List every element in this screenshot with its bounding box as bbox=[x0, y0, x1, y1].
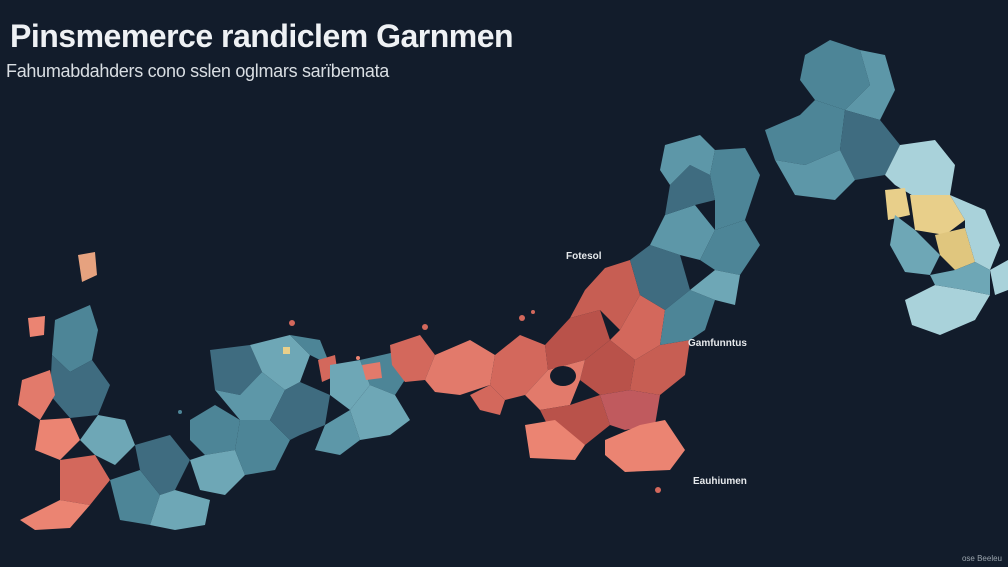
region-west-6[interactable] bbox=[60, 455, 110, 505]
region-cw-3[interactable] bbox=[210, 345, 262, 395]
region-fe-1[interactable] bbox=[800, 40, 870, 110]
region-cw-14[interactable] bbox=[362, 362, 382, 380]
region-group-northeast bbox=[630, 135, 760, 345]
region-c-4[interactable] bbox=[545, 310, 610, 370]
region-ne-4[interactable] bbox=[700, 220, 760, 275]
region-ne-7[interactable] bbox=[710, 148, 760, 230]
region-fe-8[interactable] bbox=[910, 195, 965, 235]
region-west-7[interactable] bbox=[20, 500, 90, 530]
island-1 bbox=[289, 320, 295, 326]
region-west-2[interactable] bbox=[50, 355, 110, 418]
region-cw-2[interactable] bbox=[190, 450, 245, 495]
region-c-11[interactable] bbox=[525, 420, 585, 460]
region-west-9[interactable] bbox=[135, 435, 190, 495]
region-west-10[interactable] bbox=[150, 490, 210, 530]
region-west-12[interactable] bbox=[28, 316, 45, 337]
region-c-6[interactable] bbox=[610, 295, 665, 360]
region-c-12[interactable] bbox=[600, 390, 660, 430]
region-west-3[interactable] bbox=[18, 370, 55, 420]
region-fe-13[interactable] bbox=[905, 285, 990, 335]
region-fe-11[interactable] bbox=[950, 195, 1000, 270]
region-group-far-east bbox=[765, 40, 1008, 335]
region-cw-8[interactable] bbox=[290, 335, 330, 365]
region-ne-2[interactable] bbox=[660, 290, 715, 345]
region-fe-12[interactable] bbox=[990, 260, 1008, 295]
region-group-center-west bbox=[190, 335, 410, 495]
island-7 bbox=[178, 410, 182, 414]
map-label-b: Gamfunntus bbox=[688, 338, 747, 349]
map-title: Pinsmemerce randiclem Garnmen bbox=[10, 18, 514, 54]
region-c-14[interactable] bbox=[470, 385, 505, 415]
region-fe-10[interactable] bbox=[890, 215, 940, 275]
islands bbox=[178, 310, 661, 493]
region-fe-9[interactable] bbox=[935, 228, 975, 270]
region-group-west bbox=[18, 252, 210, 530]
region-fe-2[interactable] bbox=[845, 50, 895, 120]
region-c-7[interactable] bbox=[580, 340, 635, 395]
map-label-c: Eauhiumen bbox=[693, 476, 747, 487]
map-credit: ose Beeleu bbox=[961, 554, 1002, 563]
region-west-11[interactable] bbox=[78, 252, 97, 282]
island-4 bbox=[531, 310, 535, 314]
region-fe-6[interactable] bbox=[885, 140, 955, 200]
region-cw-11[interactable] bbox=[315, 410, 360, 455]
region-fe-7[interactable] bbox=[885, 188, 910, 220]
region-fe-3[interactable] bbox=[765, 100, 845, 165]
region-west-5[interactable] bbox=[80, 415, 135, 465]
region-ne-3[interactable] bbox=[650, 205, 715, 260]
region-c-2[interactable] bbox=[425, 340, 495, 395]
region-c-8[interactable] bbox=[630, 340, 690, 395]
lake-center bbox=[550, 366, 576, 386]
region-c-1[interactable] bbox=[390, 335, 435, 382]
island-2 bbox=[422, 324, 428, 330]
island-5 bbox=[655, 487, 661, 493]
island-6 bbox=[356, 356, 360, 360]
region-fe-4[interactable] bbox=[840, 110, 900, 180]
region-c-3[interactable] bbox=[490, 335, 548, 400]
region-fe-14[interactable] bbox=[930, 262, 990, 295]
region-ne-6[interactable] bbox=[660, 135, 715, 185]
region-ne-8[interactable] bbox=[690, 270, 740, 305]
region-cw-6[interactable] bbox=[250, 335, 310, 390]
region-group-center bbox=[390, 260, 690, 472]
region-cw-5[interactable] bbox=[235, 420, 290, 475]
region-west-4[interactable] bbox=[35, 418, 80, 460]
region-fe-5[interactable] bbox=[775, 150, 855, 200]
region-ne-1[interactable] bbox=[630, 245, 690, 310]
region-cw-13[interactable] bbox=[350, 385, 410, 440]
region-c-5[interactable] bbox=[570, 260, 640, 330]
island-3 bbox=[519, 315, 525, 321]
map-subtitle: Fahumabdahders cono sslen oglmars sarïbe… bbox=[6, 61, 390, 81]
region-cw-7[interactable] bbox=[270, 382, 330, 440]
region-west-1[interactable] bbox=[52, 305, 98, 372]
region-cw-1[interactable] bbox=[190, 405, 240, 455]
map-label-a: Fotesol bbox=[566, 251, 602, 262]
region-cw-4[interactable] bbox=[215, 372, 285, 420]
region-c-13[interactable] bbox=[605, 420, 685, 472]
region-cw-15[interactable] bbox=[283, 347, 290, 354]
region-west-8[interactable] bbox=[110, 470, 160, 525]
